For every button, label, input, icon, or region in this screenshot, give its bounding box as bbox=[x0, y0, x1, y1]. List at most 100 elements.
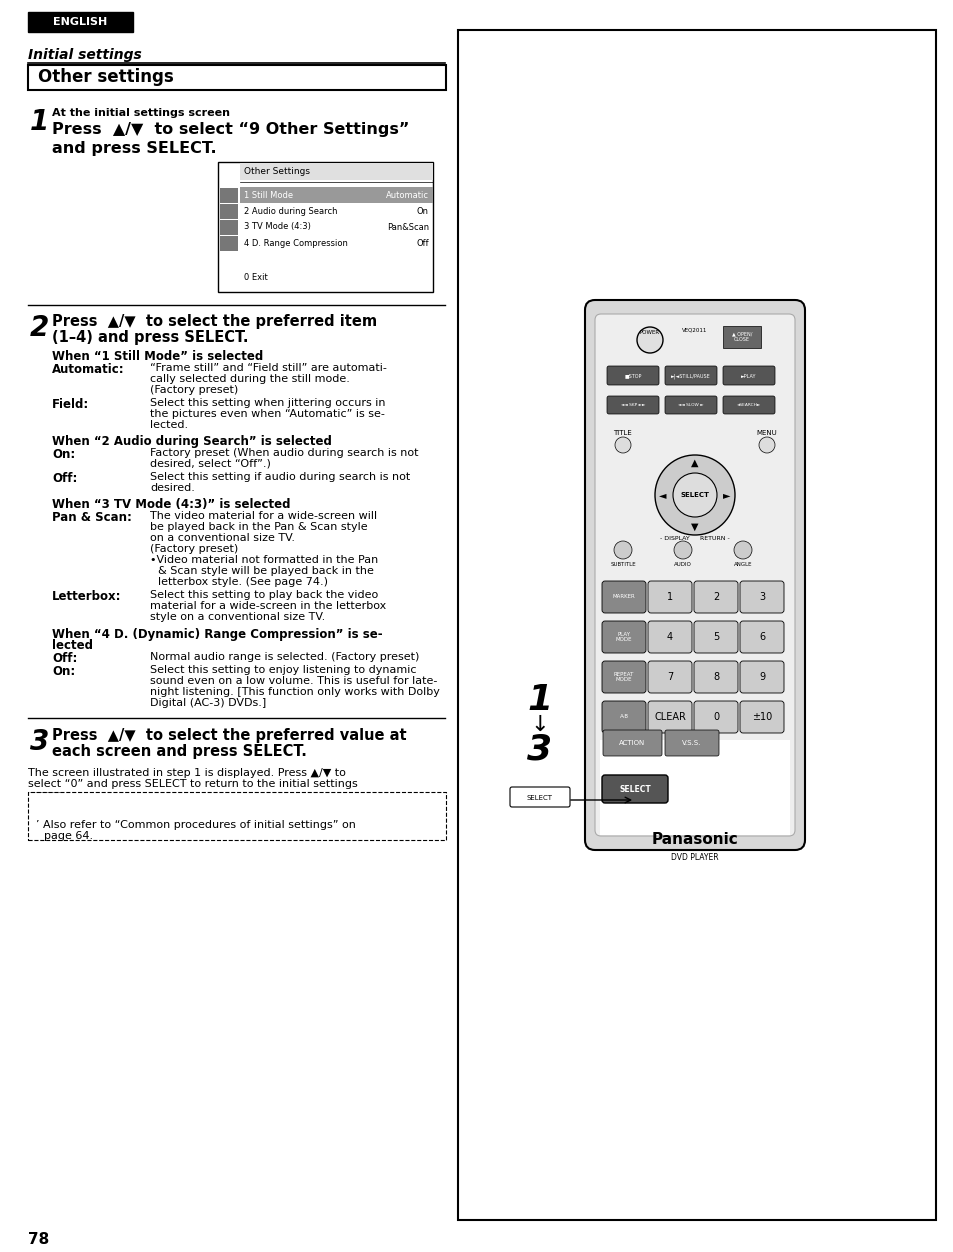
FancyBboxPatch shape bbox=[601, 701, 645, 732]
Text: TITLE: TITLE bbox=[613, 429, 631, 436]
Bar bbox=[240, 163, 433, 180]
FancyBboxPatch shape bbox=[664, 730, 719, 756]
FancyBboxPatch shape bbox=[693, 701, 738, 732]
Text: ►: ► bbox=[722, 490, 730, 500]
Text: CLEAR: CLEAR bbox=[654, 712, 685, 722]
Bar bbox=[220, 204, 237, 219]
Text: PLAY
MODE: PLAY MODE bbox=[615, 631, 632, 642]
FancyBboxPatch shape bbox=[722, 366, 774, 386]
Text: Field:: Field: bbox=[52, 398, 90, 411]
Text: night listening. [This function only works with Dolby: night listening. [This function only wor… bbox=[150, 687, 439, 697]
Text: V.S.S.: V.S.S. bbox=[681, 740, 701, 746]
Text: Off: Off bbox=[416, 238, 429, 248]
Text: A-B: A-B bbox=[618, 715, 628, 720]
Text: ANGLE: ANGLE bbox=[733, 561, 752, 566]
Text: 4: 4 bbox=[666, 632, 673, 642]
Bar bbox=[28, 13, 132, 33]
Text: Panasonic: Panasonic bbox=[651, 833, 738, 848]
Text: MENU: MENU bbox=[756, 429, 776, 436]
FancyBboxPatch shape bbox=[664, 366, 717, 386]
Text: POWER: POWER bbox=[639, 329, 659, 334]
Text: Other Settings: Other Settings bbox=[244, 167, 310, 175]
Text: & Scan style will be played back in the: & Scan style will be played back in the bbox=[158, 566, 374, 576]
Text: the pictures even when “Automatic” is se-: the pictures even when “Automatic” is se… bbox=[150, 409, 384, 419]
Bar bbox=[457, 30, 935, 1219]
Text: ►PLAY: ►PLAY bbox=[740, 373, 756, 378]
Text: Select this setting to enjoy listening to dynamic: Select this setting to enjoy listening t… bbox=[150, 665, 416, 675]
Text: (Factory preset): (Factory preset) bbox=[150, 545, 238, 553]
Bar bbox=[240, 187, 433, 203]
Text: At the initial settings screen: At the initial settings screen bbox=[52, 108, 230, 118]
Text: desired, select “Off”.): desired, select “Off”.) bbox=[150, 459, 271, 470]
Text: The screen illustrated in step 1 is displayed. Press ▲/▼ to: The screen illustrated in step 1 is disp… bbox=[28, 767, 346, 777]
Text: •Video material not formatted in the Pan: •Video material not formatted in the Pan bbox=[150, 555, 377, 565]
Text: material for a wide-screen in the letterbox: material for a wide-screen in the letter… bbox=[150, 601, 386, 611]
Text: 2: 2 bbox=[712, 592, 719, 602]
Circle shape bbox=[615, 437, 630, 453]
Text: - DISPLAY: - DISPLAY bbox=[659, 536, 689, 541]
Text: ▲: ▲ bbox=[691, 458, 698, 468]
Text: On: On bbox=[416, 207, 429, 215]
Text: On:: On: bbox=[52, 448, 75, 461]
Text: 4 D. Range Compression: 4 D. Range Compression bbox=[244, 238, 348, 248]
Text: Press  ▲/▼  to select the preferred item: Press ▲/▼ to select the preferred item bbox=[52, 314, 376, 329]
Text: Pan & Scan:: Pan & Scan: bbox=[52, 511, 132, 525]
Text: each screen and press SELECT.: each screen and press SELECT. bbox=[52, 744, 307, 759]
Text: 8: 8 bbox=[712, 672, 719, 682]
Text: letterbox style. (See page 74.): letterbox style. (See page 74.) bbox=[158, 577, 328, 587]
Text: REPEAT
MODE: REPEAT MODE bbox=[613, 671, 634, 682]
Text: ▼: ▼ bbox=[691, 522, 698, 532]
FancyBboxPatch shape bbox=[693, 581, 738, 613]
Text: Press  ▲/▼  to select “9 Other Settings”: Press ▲/▼ to select “9 Other Settings” bbox=[52, 121, 409, 136]
Bar bbox=[220, 235, 237, 250]
Text: AUDIO: AUDIO bbox=[674, 561, 691, 566]
Text: page 64.: page 64. bbox=[44, 831, 93, 841]
Text: ■STOP: ■STOP bbox=[623, 373, 641, 378]
Text: Automatic: Automatic bbox=[386, 190, 429, 199]
Text: When “3 TV Mode (4:3)” is selected: When “3 TV Mode (4:3)” is selected bbox=[52, 498, 291, 511]
Text: ◄: ◄ bbox=[659, 490, 666, 500]
Text: ACTION: ACTION bbox=[618, 740, 644, 746]
FancyBboxPatch shape bbox=[601, 621, 645, 654]
FancyBboxPatch shape bbox=[601, 775, 667, 803]
Text: 2: 2 bbox=[30, 314, 50, 342]
Text: The video material for a wide-screen will: The video material for a wide-screen wil… bbox=[150, 511, 376, 521]
Text: ↓: ↓ bbox=[530, 715, 549, 735]
FancyBboxPatch shape bbox=[740, 661, 783, 694]
Text: Pan&Scan: Pan&Scan bbox=[387, 223, 429, 232]
Text: 1: 1 bbox=[30, 108, 50, 136]
Text: Off:: Off: bbox=[52, 652, 77, 665]
FancyBboxPatch shape bbox=[664, 396, 717, 414]
Text: 1: 1 bbox=[666, 592, 673, 602]
FancyBboxPatch shape bbox=[606, 366, 659, 386]
FancyBboxPatch shape bbox=[647, 701, 691, 732]
FancyBboxPatch shape bbox=[647, 661, 691, 694]
Text: RETURN -: RETURN - bbox=[700, 536, 729, 541]
FancyBboxPatch shape bbox=[740, 621, 783, 654]
Text: Letterbox:: Letterbox: bbox=[52, 590, 121, 603]
Circle shape bbox=[655, 454, 734, 535]
Text: ◄◄ SKP ►►: ◄◄ SKP ►► bbox=[620, 403, 644, 407]
FancyBboxPatch shape bbox=[740, 701, 783, 732]
Text: “Frame still” and “Field still” are automati-: “Frame still” and “Field still” are auto… bbox=[150, 363, 387, 373]
Bar bbox=[28, 65, 446, 90]
Text: lected: lected bbox=[52, 639, 92, 652]
FancyBboxPatch shape bbox=[722, 396, 774, 414]
Bar bbox=[28, 793, 446, 840]
Text: 0 Exit: 0 Exit bbox=[244, 273, 268, 282]
Text: Select this setting if audio during search is not: Select this setting if audio during sear… bbox=[150, 472, 410, 482]
Circle shape bbox=[614, 541, 631, 558]
Text: 78: 78 bbox=[28, 1232, 50, 1247]
Text: When “2 Audio during Search” is selected: When “2 Audio during Search” is selected bbox=[52, 434, 332, 448]
FancyBboxPatch shape bbox=[606, 396, 659, 414]
Text: Initial settings: Initial settings bbox=[28, 48, 142, 63]
FancyBboxPatch shape bbox=[693, 621, 738, 654]
FancyBboxPatch shape bbox=[602, 730, 661, 756]
Text: When “1 Still Mode” is selected: When “1 Still Mode” is selected bbox=[52, 351, 263, 363]
Text: ▲ OPEN/
CLOSE: ▲ OPEN/ CLOSE bbox=[731, 332, 751, 342]
Text: Factory preset (When audio during search is not: Factory preset (When audio during search… bbox=[150, 448, 418, 458]
Text: When “4 D. (Dynamic) Range Compression” is se-: When “4 D. (Dynamic) Range Compression” … bbox=[52, 629, 382, 641]
Text: be played back in the Pan & Scan style: be played back in the Pan & Scan style bbox=[150, 522, 367, 532]
Text: SELECT: SELECT bbox=[618, 785, 650, 794]
Circle shape bbox=[672, 473, 717, 517]
